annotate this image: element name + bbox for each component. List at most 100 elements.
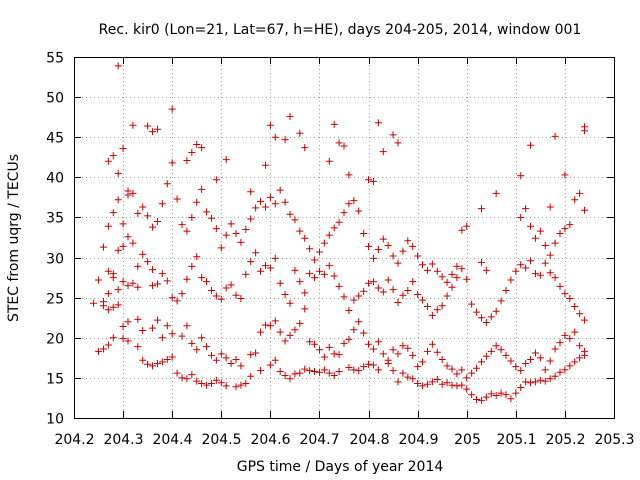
data-point xyxy=(232,383,240,391)
data-point xyxy=(433,306,441,314)
data-point xyxy=(158,200,166,208)
data-point xyxy=(414,252,422,260)
x-tick-label: 204.4 xyxy=(152,432,192,448)
data-point xyxy=(203,208,211,216)
data-point xyxy=(291,326,299,334)
data-point xyxy=(374,119,382,127)
y-tick-label: 20 xyxy=(46,332,64,348)
data-point xyxy=(134,343,142,351)
data-point xyxy=(207,351,215,359)
data-point xyxy=(237,294,245,302)
data-point xyxy=(306,338,314,346)
data-point xyxy=(404,237,412,245)
data-point xyxy=(119,144,127,152)
x-axis-label: GPS time / Days of year 2014 xyxy=(237,459,444,475)
data-point xyxy=(320,270,328,278)
data-point xyxy=(129,279,137,287)
data-point xyxy=(320,239,328,247)
data-point xyxy=(271,200,279,208)
data-point xyxy=(291,266,299,274)
data-point xyxy=(129,189,137,197)
data-point xyxy=(266,264,274,272)
data-point xyxy=(384,356,392,364)
data-point xyxy=(546,357,554,365)
data-point xyxy=(296,319,304,327)
y-tick-labels: 10 15 20 25 30 35 40 45 50 55 xyxy=(46,51,64,428)
data-point xyxy=(389,252,397,260)
x-tick-label: 204.5 xyxy=(201,432,241,448)
data-point xyxy=(477,358,485,366)
data-point xyxy=(109,303,117,311)
data-point xyxy=(153,280,161,288)
y-tick-label: 35 xyxy=(46,211,64,227)
data-point xyxy=(325,157,333,165)
data-point xyxy=(178,374,186,382)
y-tick-label: 30 xyxy=(46,252,64,268)
data-point xyxy=(477,314,485,322)
data-point xyxy=(448,270,456,278)
data-point xyxy=(281,337,289,345)
data-point xyxy=(193,253,201,261)
data-point xyxy=(443,292,451,300)
data-point xyxy=(90,299,98,307)
data-point xyxy=(379,288,387,296)
data-point xyxy=(561,366,569,374)
data-point xyxy=(576,189,584,197)
data-point xyxy=(222,284,230,292)
data-point xyxy=(374,338,382,346)
data-point xyxy=(104,267,112,275)
data-point xyxy=(527,257,535,265)
data-point xyxy=(355,207,363,215)
data-point xyxy=(571,328,579,336)
data-point xyxy=(114,246,122,254)
data-point xyxy=(340,142,348,150)
data-point xyxy=(355,318,363,326)
data-point xyxy=(561,171,569,179)
data-point xyxy=(144,122,152,130)
data-point xyxy=(492,307,500,315)
data-point xyxy=(247,372,255,380)
y-tick-label: 25 xyxy=(46,292,64,308)
data-point xyxy=(286,375,294,383)
data-point xyxy=(566,221,574,229)
data-point xyxy=(340,209,348,217)
data-point xyxy=(463,275,471,283)
data-point xyxy=(389,286,397,294)
data-point xyxy=(581,206,589,214)
data-point xyxy=(222,156,230,164)
data-point xyxy=(139,203,147,211)
data-point xyxy=(183,156,191,164)
data-point xyxy=(531,378,539,386)
data-point xyxy=(414,380,422,388)
data-point xyxy=(271,317,279,325)
data-point xyxy=(507,395,515,403)
data-point xyxy=(198,334,206,342)
data-point xyxy=(144,258,152,266)
data-point xyxy=(311,274,319,282)
x-tick-label: 204.2 xyxy=(54,432,94,448)
data-point xyxy=(183,375,191,383)
data-point xyxy=(335,351,343,359)
data-point xyxy=(222,354,230,362)
data-point xyxy=(517,261,525,269)
data-point xyxy=(394,259,402,267)
data-point xyxy=(477,258,485,266)
data-point xyxy=(119,220,127,228)
data-point xyxy=(153,316,161,324)
axis-ticks xyxy=(74,57,615,419)
x-tick-label: 205.2 xyxy=(545,432,585,448)
data-point xyxy=(581,123,589,131)
data-point xyxy=(433,375,441,383)
data-point xyxy=(419,358,427,366)
data-point xyxy=(207,286,215,294)
data-point xyxy=(551,274,559,282)
data-point xyxy=(124,318,132,326)
data-point xyxy=(566,362,574,370)
data-point xyxy=(158,334,166,342)
chart-title: Rec. kir0 (Lon=21, Lat=67, h=HE), days 2… xyxy=(99,22,582,38)
data-point xyxy=(365,242,373,250)
x-tick-label: 204.3 xyxy=(103,432,143,448)
data-point xyxy=(149,362,157,370)
data-point xyxy=(473,396,481,404)
data-point xyxy=(212,356,220,364)
